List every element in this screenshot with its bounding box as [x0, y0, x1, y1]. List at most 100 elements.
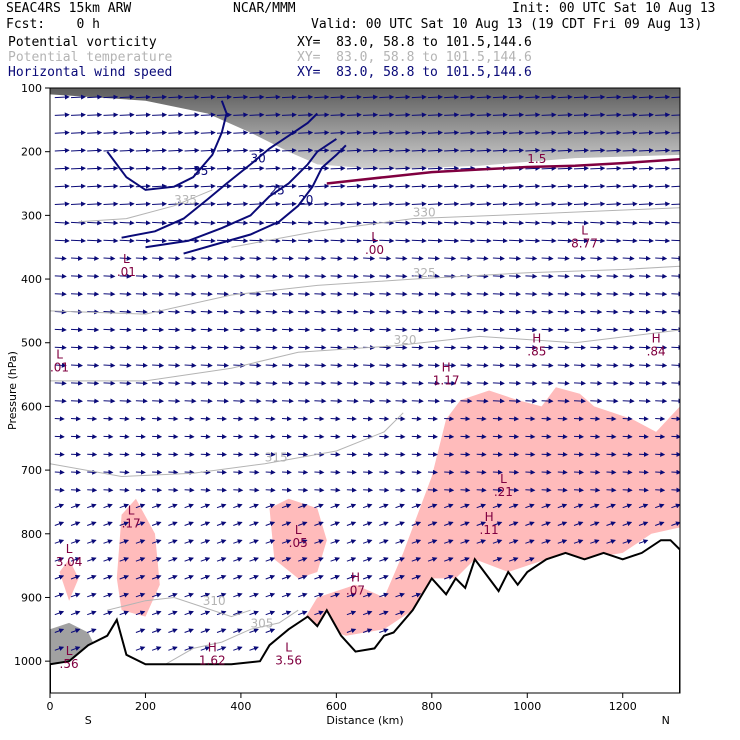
- wind-vector: [330, 327, 343, 333]
- wind-vector: [233, 130, 249, 136]
- wind-vector: [265, 255, 278, 261]
- wind-vector: [444, 238, 460, 244]
- wind-vector: [590, 380, 603, 386]
- wind-vector: [606, 130, 622, 136]
- wind-vector: [541, 94, 557, 100]
- wind-vector: [298, 592, 308, 598]
- wind-vector: [541, 148, 557, 153]
- wind-vector: [119, 255, 132, 261]
- extremum-marker: L: [295, 523, 302, 537]
- wind-vector: [330, 255, 343, 261]
- wind-vector: [70, 610, 81, 616]
- wind-vector: [184, 628, 194, 634]
- wind-vector: [216, 521, 227, 527]
- wind-vector: [152, 398, 165, 404]
- wind-vector: [671, 487, 680, 493]
- wind-vector: [119, 592, 130, 598]
- wind-vector: [476, 309, 489, 315]
- wind-vector: [427, 165, 443, 171]
- wind-vector: [606, 362, 619, 368]
- wind-vector: [460, 521, 470, 527]
- wind-vector: [233, 469, 244, 475]
- wind-vector: [168, 592, 178, 598]
- wind-vector: [395, 557, 405, 562]
- wind-vector: [152, 255, 165, 261]
- wind-vector: [151, 592, 162, 598]
- wind-vector: [152, 112, 168, 118]
- wind-vector: [509, 345, 522, 351]
- wind-vector: [249, 521, 259, 527]
- wind-vector: [362, 503, 373, 509]
- wind-vector: [638, 112, 654, 118]
- wind-vector: [87, 610, 97, 616]
- wind-contour: [121, 112, 319, 239]
- wind-vector: [573, 503, 584, 509]
- wind-vector: [119, 398, 132, 404]
- extremum-value: 1.17: [433, 373, 460, 387]
- wind-vector: [330, 521, 341, 527]
- wind-vector: [427, 255, 440, 261]
- wind-vector: [281, 557, 292, 562]
- wind-vector: [233, 574, 243, 580]
- wind-vector: [492, 327, 505, 333]
- wind-vector: [265, 165, 281, 171]
- wind-vector: [655, 148, 671, 153]
- wind-vector: [557, 220, 573, 226]
- wind-vector: [168, 362, 181, 368]
- x-tick-label: 1000: [513, 700, 541, 713]
- wind-vector: [168, 148, 184, 153]
- wind-vector: [249, 380, 262, 386]
- wind-vector: [233, 539, 243, 544]
- wind-vector: [54, 557, 65, 562]
- wind-vector: [119, 487, 130, 493]
- wind-vector: [492, 521, 503, 527]
- wind-vector: [330, 183, 346, 189]
- wind-vector: [330, 362, 343, 368]
- wind-vector: [363, 220, 379, 226]
- wind-vector: [525, 345, 538, 351]
- wind-vector: [330, 503, 341, 509]
- wind-vector: [265, 183, 281, 189]
- wind-vector: [395, 148, 411, 153]
- y-tick-label: 500: [21, 337, 42, 350]
- wind-vector: [265, 469, 276, 475]
- wind-vector: [330, 94, 346, 100]
- wind-vector: [573, 539, 584, 544]
- wind-vector: [249, 291, 262, 297]
- wind-vector: [330, 539, 341, 544]
- wind-vector: [298, 345, 311, 351]
- wind-vector: [395, 183, 411, 189]
- wind-vector: [216, 469, 227, 475]
- wind-vector: [573, 309, 586, 315]
- init-time: Init: 00 UTC Sat 10 Aug 13: [512, 1, 716, 16]
- wind-vector: [460, 165, 476, 171]
- wind-vector: [200, 165, 216, 171]
- wind-vector: [444, 521, 454, 527]
- wind-vector: [87, 592, 97, 598]
- wind-vector: [476, 183, 492, 189]
- wind-vector: [54, 574, 65, 580]
- wind-vector: [298, 610, 308, 616]
- wind-vector: [168, 469, 179, 475]
- wind-vector: [152, 327, 165, 333]
- wind-vector: [525, 94, 541, 100]
- wind-vector: [476, 345, 489, 351]
- wind-vector: [70, 165, 86, 171]
- wind-vector: [363, 309, 376, 315]
- wind-vector: [119, 362, 132, 368]
- theta-contour-label: 305: [250, 616, 273, 630]
- wind-vector: [606, 291, 619, 297]
- wind-vector: [525, 521, 535, 527]
- wind-vector: [135, 238, 151, 244]
- wind-vector: [249, 416, 260, 422]
- wind-vector: [346, 183, 362, 189]
- wind-vector: [54, 646, 65, 651]
- wind-vector: [411, 94, 427, 100]
- wind-vector: [395, 255, 408, 261]
- wind-vector: [200, 183, 216, 189]
- wind-vector: [638, 130, 654, 136]
- wind-vector: [346, 628, 357, 634]
- wind-vector: [460, 201, 476, 207]
- wind-vector: [590, 521, 600, 527]
- wind-vector: [314, 398, 327, 404]
